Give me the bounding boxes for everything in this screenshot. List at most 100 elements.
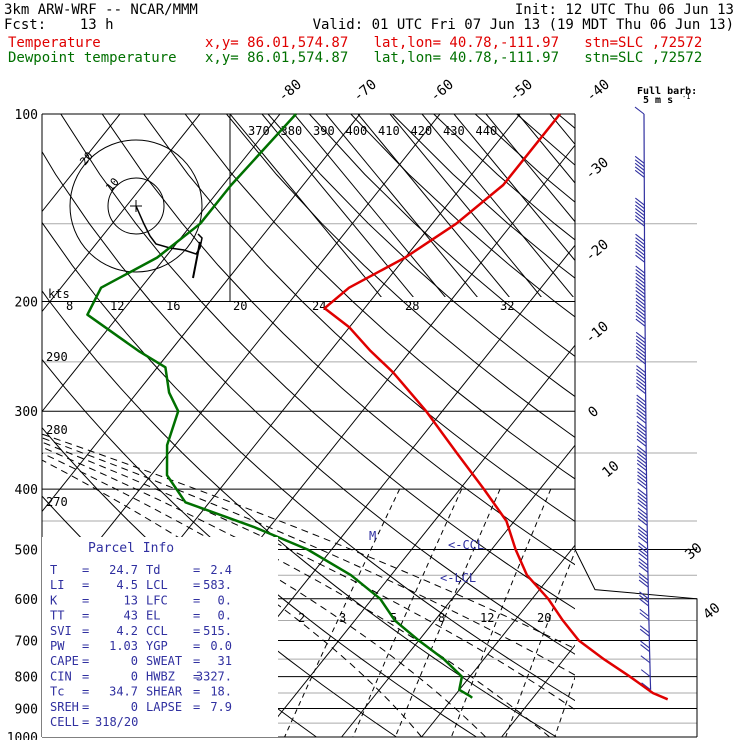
isotherm (582, 114, 740, 737)
wind-barb (635, 211, 645, 220)
wind-barb (637, 535, 648, 544)
wind-barb (639, 594, 649, 603)
wind-barb (637, 525, 648, 534)
pressure-label-300: 300 (15, 405, 38, 420)
isotherm-label: -80 (275, 77, 305, 106)
temperature-line (323, 113, 669, 701)
moist-adiabat (42, 452, 486, 738)
parcel-eq: = (82, 685, 89, 699)
wind-barb (635, 352, 646, 361)
wind-barb (636, 394, 647, 403)
parcel-eq: = (193, 578, 200, 592)
wind-barb (637, 471, 647, 480)
parcel-key: LI (50, 578, 64, 592)
forecast-hour: Fcst: 13 h (4, 17, 114, 33)
wind-barb (638, 561, 649, 570)
parcel-eq: = (193, 639, 200, 653)
parcel-value: 0. (218, 609, 232, 623)
pressure-label-1000: 1000 (7, 731, 38, 740)
parcel-info-panel: Parcel Info T = 24.7 Td = 2.4LI = 4.5 LCL = 583.K =… (42, 537, 278, 737)
theta-e-label: 420 (411, 124, 433, 138)
dewpoint-line (86, 113, 473, 699)
parcel-eq: = (82, 715, 89, 729)
parcel-key: Td (146, 563, 160, 577)
parcel-value: 43 (124, 609, 138, 623)
parcel-value: 583. (203, 578, 232, 592)
wind-barb (635, 286, 646, 295)
isotherm-label: -50 (506, 77, 536, 106)
hodo-ring-20 (69, 139, 203, 273)
parcel-key: K (50, 593, 58, 607)
dry-adiabat (350, 114, 575, 318)
wind-barb (637, 517, 648, 526)
isotherm (42, 114, 441, 613)
wind-barb (638, 549, 648, 557)
dry-adiabat (682, 114, 740, 737)
wind-barb (640, 669, 651, 678)
parcel-key: CIN (50, 669, 72, 683)
mixing-ratio-label: 16 (166, 299, 180, 313)
mixing-ratio-lines (284, 488, 701, 738)
parcel-key: YGP (146, 639, 168, 653)
wind-barb (635, 311, 646, 320)
moist-adiabats (42, 114, 575, 738)
wind-barb (636, 452, 647, 461)
parcel-value: 24.7 (109, 563, 138, 577)
wind-barb (638, 545, 648, 554)
wind-barb (636, 445, 647, 454)
theta-label: 270 (46, 495, 68, 509)
wind-barb (636, 456, 647, 464)
parcel-eq: = (193, 669, 200, 683)
parcel-key: SHEAR (146, 685, 183, 699)
parcel-value: 515. (203, 624, 232, 638)
isotherm-label: -60 (427, 77, 457, 106)
wind-barb (634, 155, 645, 164)
parcel-key: CCL (146, 624, 168, 638)
lcl-marker: <-LCL (440, 571, 476, 585)
parcel-value: 0 (131, 669, 138, 683)
wind-barb (636, 421, 647, 430)
parcel-key: SREH (50, 700, 79, 714)
wind-barb (635, 283, 646, 291)
parcel-key: SWEAT (146, 654, 182, 668)
theta-e-label: 380 (281, 124, 303, 138)
pressure-label-400: 400 (15, 483, 38, 498)
theta-e-line (389, 114, 542, 297)
wind-barb (637, 514, 648, 523)
pressure-label-800: 800 (15, 671, 38, 686)
wind-barb (635, 297, 646, 306)
barb-key-line1: Full barb: (637, 86, 697, 97)
parcel-eq: = (82, 700, 89, 714)
wind-barb (637, 498, 648, 507)
parcel-value: 0.0 (210, 639, 232, 653)
theta-label: 290 (46, 350, 68, 364)
temperature-location: x,y= 86.01,574.87 lat,lon= 40.78,-111.97… (205, 35, 703, 51)
wind-barb (636, 463, 647, 471)
parcel-eq: = (193, 685, 200, 699)
dry-adiabat (42, 290, 557, 738)
wind-barb (635, 247, 645, 256)
hodo-tail (192, 241, 201, 279)
wind-barb (636, 379, 646, 387)
dry-adiabat (433, 114, 575, 241)
wind-barb (637, 532, 648, 541)
wind-barb (638, 557, 649, 566)
wind-barb (637, 510, 648, 519)
wind-barb (636, 382, 646, 391)
mixing-ratio-label: 28 (405, 299, 419, 313)
parcel-key: TT (50, 609, 64, 623)
mixing-ratio-line (619, 489, 701, 737)
theta-e-label: 410 (378, 124, 400, 138)
wind-barbs (634, 106, 652, 691)
wind-barb (637, 507, 648, 516)
wind-barb (637, 488, 648, 497)
wind-barb (635, 335, 646, 344)
hodograph: kts 10 20 (48, 139, 203, 301)
ccl-marker: <-CCL (448, 538, 484, 552)
hodo-ring-label: 20 (77, 149, 95, 168)
parcel-eq: = (82, 563, 89, 577)
mixing-ratio-label: 24 (312, 299, 326, 313)
parcel-key: T (50, 563, 57, 577)
